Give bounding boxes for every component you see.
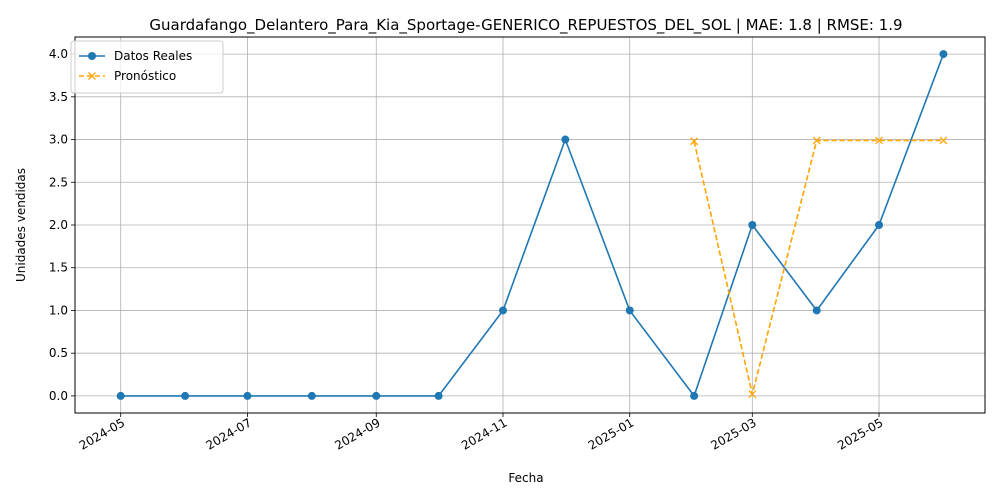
legend-label-reales: Datos Reales [114,49,192,63]
forecast-point [875,136,884,145]
legend-label-pronostico: Pronóstico [114,69,176,83]
data-point [690,391,699,400]
forecast-point [939,136,948,145]
y-axis-label: Unidades vendidas [14,168,28,282]
series-line-0 [120,53,945,398]
legend-marker-pronostico [88,72,96,80]
data-point [561,135,570,144]
legend-box [70,40,224,94]
data-point [875,221,884,229]
series-layer [116,50,948,400]
chart-title: Guardafango_Delantero_Para_Kia_Sportage-… [149,16,902,35]
data-point [939,50,948,59]
y-tick-label: 3.5 [49,90,68,104]
y-tick-label: 0.5 [49,346,68,360]
data-point [812,306,821,315]
data-point [307,391,316,400]
x-axis-label: Fecha [508,471,543,485]
data-point [748,221,757,229]
y-tick-label: 0.0 [49,389,68,403]
forecast-point [690,137,699,146]
legend: Datos Reales Pronóstico [70,40,224,94]
y-tick-label: 4.0 [49,47,68,61]
data-point [372,391,381,400]
y-tick-label: 2.5 [49,175,68,189]
data-point [116,391,125,400]
y-tick-label: 3.0 [49,133,68,147]
data-point [181,391,190,400]
data-point [498,306,507,315]
y-tick-label: 1.5 [49,261,68,275]
data-point [434,391,443,400]
forecast-point [748,390,757,399]
data-point [625,306,634,315]
data-point [243,391,252,400]
forecast-point [812,136,821,145]
y-tick-label: 1.0 [49,303,68,317]
y-tick-label: 2.0 [49,218,68,232]
legend-marker-reales [88,52,96,60]
